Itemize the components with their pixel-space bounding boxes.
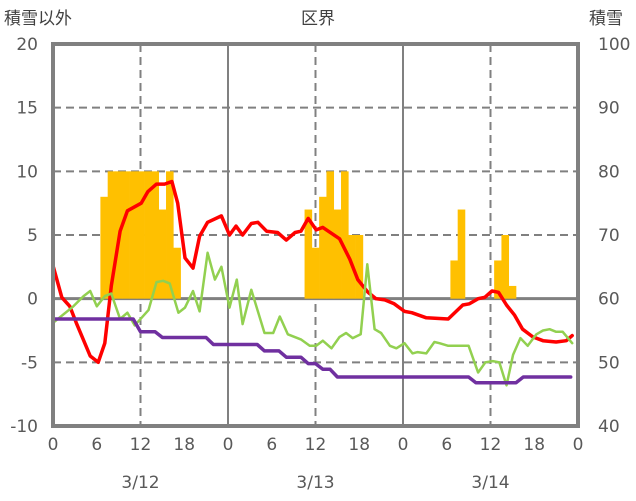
x-tick-label: 0 xyxy=(48,435,59,455)
right-tick-label: 40 xyxy=(598,417,620,437)
left-tick-label: 5 xyxy=(27,226,38,246)
bar xyxy=(355,235,364,299)
bar xyxy=(311,247,320,299)
right-tick-label: 50 xyxy=(598,353,620,373)
bar xyxy=(173,247,181,299)
date-label: 3/12 xyxy=(121,473,159,493)
green-series-line xyxy=(51,251,574,387)
line-series xyxy=(51,179,574,387)
bar xyxy=(508,285,517,299)
left-tick-label: -10 xyxy=(10,417,38,437)
left-tick-label: 0 xyxy=(27,290,38,310)
left-tick-label: 15 xyxy=(16,99,38,119)
bar xyxy=(326,171,335,299)
date-label: 3/13 xyxy=(296,473,334,493)
x-tick-label: 18 xyxy=(348,435,370,455)
plot-border xyxy=(51,42,580,428)
bar xyxy=(122,171,130,299)
x-tick-label: 6 xyxy=(91,435,102,455)
bar xyxy=(341,171,349,299)
bar xyxy=(304,209,313,299)
bar xyxy=(501,235,510,299)
x-tick-label: 12 xyxy=(305,435,327,455)
x-tick-label: 0 xyxy=(573,435,584,455)
bar xyxy=(158,209,167,299)
bar xyxy=(129,171,138,299)
bar xyxy=(151,171,160,299)
purple-series-line xyxy=(51,317,573,385)
bar xyxy=(166,171,174,299)
bar-series xyxy=(100,171,517,299)
left-tick-label: 10 xyxy=(16,162,38,182)
x-tick-label: 0 xyxy=(398,435,409,455)
bar xyxy=(100,196,108,299)
right-tick-label: 90 xyxy=(598,99,620,119)
plot-frame xyxy=(51,42,580,428)
x-tick-label: 0 xyxy=(223,435,234,455)
right-axis-label: 積雪 xyxy=(589,9,623,29)
chart-title: 区界 xyxy=(301,9,335,29)
left-axis-label: 積雪以外 xyxy=(4,9,72,29)
bar xyxy=(494,260,502,299)
bar xyxy=(450,260,458,299)
right-tick-label: 60 xyxy=(598,290,620,310)
bar xyxy=(319,196,327,299)
bar xyxy=(144,171,152,299)
x-tick-label: 18 xyxy=(173,435,195,455)
red-series-line xyxy=(51,179,574,365)
bar xyxy=(457,209,466,299)
right-tick-label: 80 xyxy=(598,162,620,182)
bar xyxy=(107,171,116,299)
bar xyxy=(333,209,342,299)
x-tick-label: 12 xyxy=(480,435,502,455)
x-tick-label: 6 xyxy=(441,435,452,455)
x-tick-label: 18 xyxy=(523,435,545,455)
left-tick-label: 20 xyxy=(16,35,38,55)
date-label: 3/14 xyxy=(471,473,509,493)
right-tick-label: 70 xyxy=(598,226,620,246)
bar xyxy=(136,171,145,299)
right-tick-label: 100 xyxy=(598,35,630,55)
left-tick-label: -5 xyxy=(21,353,38,373)
x-tick-label: 6 xyxy=(266,435,277,455)
x-tick-label: 12 xyxy=(130,435,152,455)
